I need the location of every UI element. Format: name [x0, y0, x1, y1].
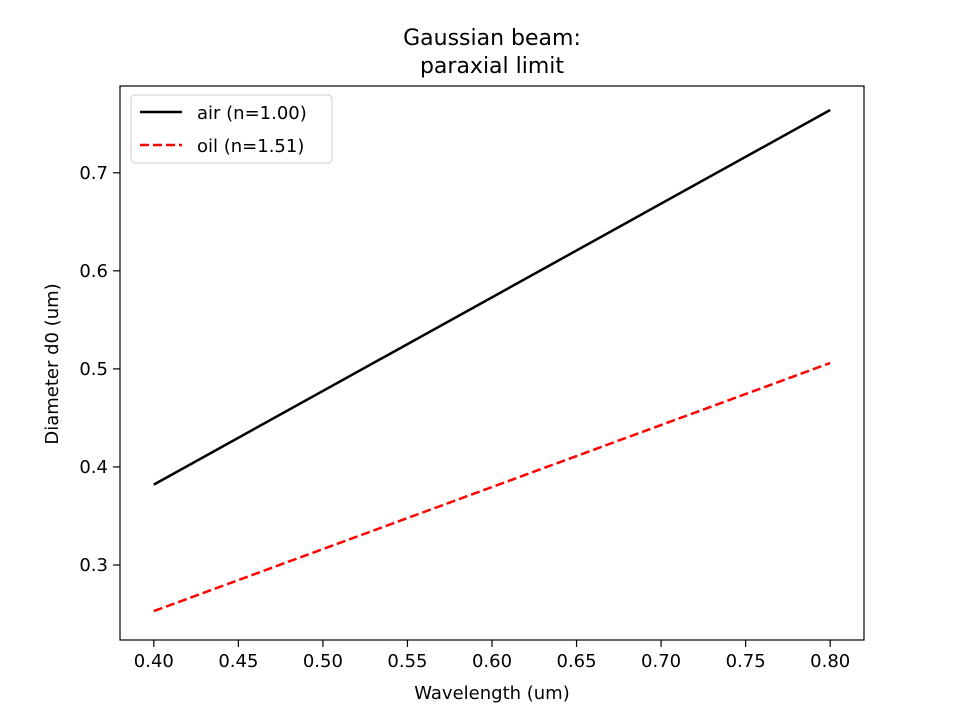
y-tick-label: 0.7 — [79, 163, 108, 184]
x-tick-label: 0.50 — [303, 651, 343, 672]
series-line-oil — [153, 361, 831, 613]
x-tick-label: 0.60 — [472, 651, 512, 672]
y-tick-label: 0.4 — [79, 457, 108, 478]
legend-label-oil: oil (n=1.51) — [197, 136, 304, 157]
x-tick-label: 0.75 — [726, 651, 766, 672]
chart-subtitle: paraxial limit — [420, 54, 564, 79]
x-tick-label: 0.80 — [810, 651, 850, 672]
legend: air (n=1.00) oil (n=1.51) — [130, 94, 333, 164]
y-tick-label: 0.6 — [79, 261, 108, 282]
legend-label-air: air (n=1.00) — [197, 103, 307, 124]
series-line-air — [153, 108, 831, 486]
chart-title: Gaussian beam: — [403, 26, 581, 51]
y-tick-label: 0.5 — [79, 359, 108, 380]
x-tick-label: 0.40 — [134, 651, 174, 672]
y-axis-label: Diameter d0 (um) — [42, 283, 63, 444]
y-axis: 0.3 0.4 0.5 0.6 0.7 — [79, 163, 120, 576]
y-tick-label: 0.3 — [79, 555, 108, 576]
x-tick-label: 0.70 — [641, 651, 681, 672]
x-tick-label: 0.65 — [557, 651, 597, 672]
x-tick-label: 0.55 — [387, 651, 427, 672]
x-tick-label: 0.45 — [218, 651, 258, 672]
x-axis-label: Wavelength (um) — [414, 683, 570, 704]
series-layer — [153, 108, 831, 613]
x-axis: 0.40 0.45 0.50 0.55 0.60 0.65 0.70 0.75 0.80 — [134, 640, 850, 672]
